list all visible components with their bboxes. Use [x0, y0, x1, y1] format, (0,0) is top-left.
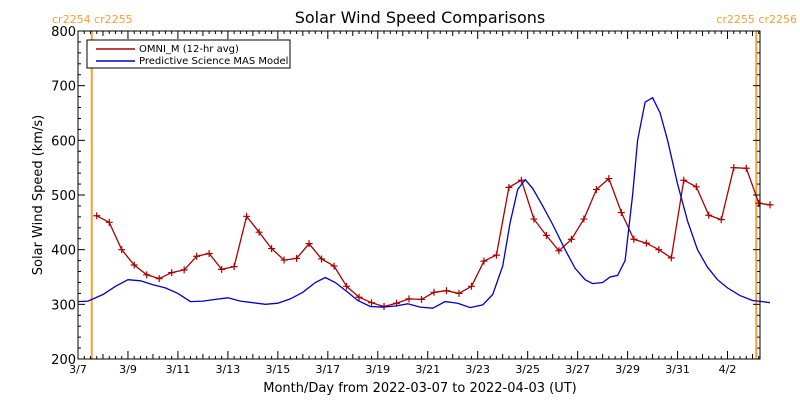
- y-tick-label-4: 600: [51, 134, 76, 149]
- data-point-0-50: [717, 216, 725, 224]
- x-tick-label-0: 3/7: [69, 363, 87, 376]
- data-point-0-15: [280, 256, 288, 264]
- data-point-0-43: [630, 235, 638, 243]
- data-point-0-3: [130, 261, 138, 269]
- data-point-0-21: [355, 293, 363, 301]
- x-tick-label-5: 3/17: [315, 363, 340, 376]
- carrington-left-label: cr2254 cr2255: [52, 13, 133, 26]
- data-point-0-20: [343, 282, 351, 290]
- legend-label-omni: OMNI_M (12-hr avg): [139, 44, 239, 55]
- y-tick-label-3: 500: [51, 189, 76, 204]
- data-point-0-13: [255, 228, 263, 236]
- data-point-0-9: [205, 249, 213, 257]
- data-point-0-0: [93, 212, 101, 220]
- data-point-0-42: [617, 208, 625, 216]
- x-tick-label-8: 3/23: [465, 363, 490, 376]
- x-tick-label-1: 3/9: [119, 363, 137, 376]
- data-point-0-16: [293, 254, 301, 262]
- data-point-0-6: [168, 269, 176, 277]
- chart-title: Solar Wind Speed Comparisons: [295, 8, 546, 27]
- data-point-0-25: [405, 295, 413, 303]
- series-line-0: [96, 167, 771, 308]
- y-tick-label-0: 200: [51, 353, 76, 368]
- y-tick-label-2: 400: [51, 244, 76, 259]
- data-point-0-52: [742, 164, 750, 172]
- data-point-0-14: [268, 245, 276, 253]
- data-point-0-36: [542, 231, 550, 239]
- data-point-0-34: [517, 176, 525, 184]
- data-point-0-28: [442, 287, 450, 295]
- x-tick-label-9: 3/25: [515, 363, 540, 376]
- data-point-0-10: [218, 265, 226, 273]
- legend-box: [86, 39, 291, 69]
- x-tick-label-11: 3/29: [615, 363, 640, 376]
- data-point-0-30: [467, 282, 475, 290]
- legend-label-model: Predictive Science MAS Model: [139, 56, 288, 67]
- data-point-0-37: [555, 247, 563, 255]
- data-point-0-35: [530, 215, 538, 223]
- y-tick-label-5: 700: [51, 80, 76, 95]
- data-point-0-33: [505, 183, 513, 191]
- data-point-0-18: [318, 255, 326, 263]
- data-point-0-4: [143, 271, 151, 279]
- x-tick-label-7: 3/21: [415, 363, 440, 376]
- data-point-0-48: [692, 183, 700, 191]
- data-point-0-26: [417, 295, 425, 303]
- data-point-0-38: [567, 235, 575, 243]
- x-tick-label-4: 3/15: [266, 363, 291, 376]
- data-point-0-12: [243, 212, 251, 220]
- data-point-0-19: [330, 262, 338, 270]
- x-axis-title: Month/Day from 2022-03-07 to 2022-04-03 …: [263, 381, 576, 396]
- data-point-0-45: [655, 246, 663, 254]
- data-point-0-8: [193, 252, 201, 260]
- data-point-0-5: [155, 275, 163, 283]
- legend: OMNI_M (12-hr avg) Predictive Science MA…: [86, 39, 291, 69]
- y-tick-label-6: 800: [51, 25, 76, 40]
- data-point-0-47: [680, 176, 688, 184]
- data-point-0-39: [580, 215, 588, 223]
- data-point-0-2: [118, 246, 126, 254]
- data-point-0-40: [592, 186, 600, 194]
- data-point-0-41: [605, 175, 613, 183]
- carrington-right-label: cr2255 cr2256: [716, 13, 797, 26]
- data-point-0-29: [455, 289, 463, 297]
- data-point-0-32: [492, 251, 500, 259]
- plot-frame: [77, 30, 761, 360]
- data-point-0-31: [480, 257, 488, 265]
- data-point-0-44: [642, 239, 650, 247]
- y-axis-title: Solar Wind Speed (km/s): [31, 115, 46, 275]
- data-point-0-1: [105, 218, 113, 226]
- data-point-0-46: [667, 254, 675, 262]
- x-tick-label-12: 3/31: [665, 363, 690, 376]
- x-tick-label-10: 3/27: [565, 363, 590, 376]
- x-tick-label-3: 3/13: [216, 363, 241, 376]
- data-point-0-11: [230, 263, 238, 271]
- data-point-0-7: [180, 266, 188, 274]
- data-point-0-54: [766, 201, 774, 209]
- data-point-0-49: [705, 211, 713, 219]
- x-tick-label-6: 3/19: [365, 363, 390, 376]
- data-point-0-17: [305, 240, 313, 248]
- data-point-0-27: [430, 288, 438, 296]
- x-tick-label-13: 4/2: [719, 363, 737, 376]
- data-point-0-51: [730, 164, 738, 172]
- data-point-0-22: [368, 299, 376, 307]
- y-tick-label-1: 300: [51, 298, 76, 313]
- plot-layer: 200 300 400 500 600 700 800 3/7 3/9 3/11 3/13 3/15 3…: [51, 25, 774, 376]
- series-line-1: [77, 96, 771, 309]
- x-tick-label-2: 3/11: [166, 363, 191, 376]
